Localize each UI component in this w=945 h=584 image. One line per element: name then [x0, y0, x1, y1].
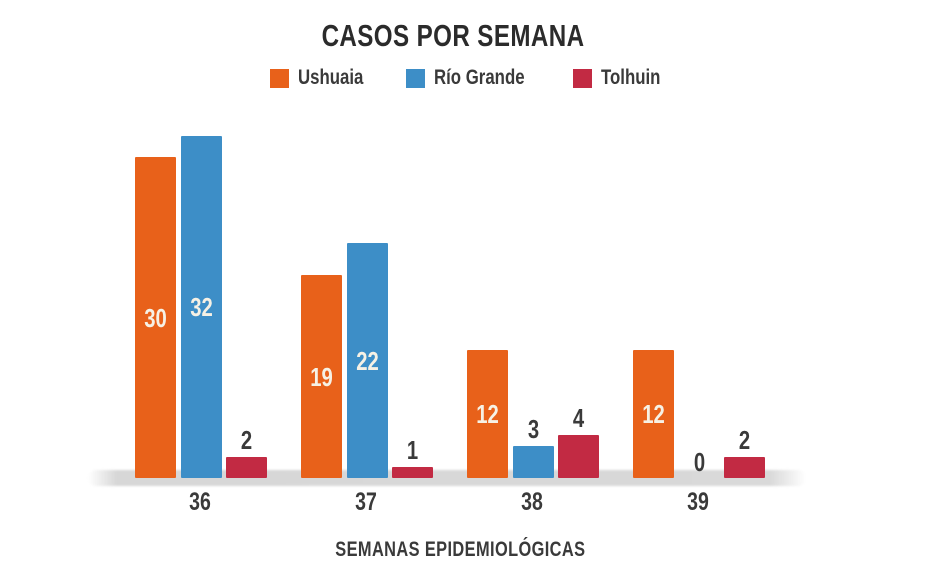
- bar-value-rio-grande-37: 22: [355, 345, 379, 376]
- bar-tolhuin-39: [724, 457, 765, 478]
- legend-swatch-rio-grande: [405, 68, 425, 88]
- bar-rio-grande-38: [512, 446, 554, 478]
- bar-tolhuin-37: [392, 467, 433, 478]
- chart-title: CASOS POR SEMANA: [321, 18, 585, 53]
- bar-rio-grande-37: [346, 243, 388, 478]
- x-axis-label: SEMANAS EPIDEMIOLÓGICAS: [0, 538, 933, 562]
- legend-label-rio-grande: Río Grande: [433, 66, 525, 89]
- bar-value-ushuaia-39: 12: [642, 399, 665, 429]
- x-tick-38: 38: [521, 488, 543, 516]
- legend-label-ushuaia: Ushuaia: [297, 66, 364, 89]
- bar-value-ushuaia-37: 19: [310, 361, 333, 392]
- bar-value-tolhuin-39: 2: [738, 425, 751, 455]
- legend: Ushuaia Río Grande Tolhuin: [0, 66, 945, 90]
- bar-value-rio-grande-36: 32: [189, 292, 213, 322]
- legend-swatch-ushuaia: [269, 68, 289, 88]
- bar-rio-grande-36: [180, 136, 222, 478]
- legend-item-ushuaia: Ushuaia: [269, 66, 380, 90]
- baseline-band: [88, 470, 806, 486]
- x-tick-37: 37: [355, 488, 377, 516]
- bar-value-rio-grande-39: 0: [693, 447, 705, 477]
- bar-value-ushuaia-36: 30: [144, 302, 167, 333]
- bar-ushuaia-38: [467, 350, 508, 478]
- bar-ushuaia-36: [135, 157, 176, 478]
- bar-tolhuin-36: [226, 457, 267, 478]
- legend-item-rio-grande: Río Grande: [405, 66, 547, 90]
- bar-value-ushuaia-38: 12: [476, 399, 499, 429]
- bar-ushuaia-39: [633, 350, 674, 478]
- bar-value-tolhuin-38: 4: [572, 403, 585, 433]
- bar-ushuaia-37: [301, 275, 342, 478]
- legend-swatch-tolhuin: [572, 68, 592, 88]
- x-tick-39: 39: [687, 488, 709, 516]
- bar-value-rio-grande-38: 3: [527, 414, 539, 444]
- bar-tolhuin-38: [558, 435, 599, 478]
- bar-value-tolhuin-37: 1: [406, 435, 419, 465]
- legend-label-tolhuin: Tolhuin: [600, 66, 661, 89]
- legend-item-tolhuin: Tolhuin: [572, 66, 675, 90]
- bar-value-tolhuin-36: 2: [240, 425, 253, 455]
- x-tick-36: 36: [189, 488, 211, 516]
- x-axis-label-text: SEMANAS EPIDEMIOLÓGICAS: [335, 538, 586, 561]
